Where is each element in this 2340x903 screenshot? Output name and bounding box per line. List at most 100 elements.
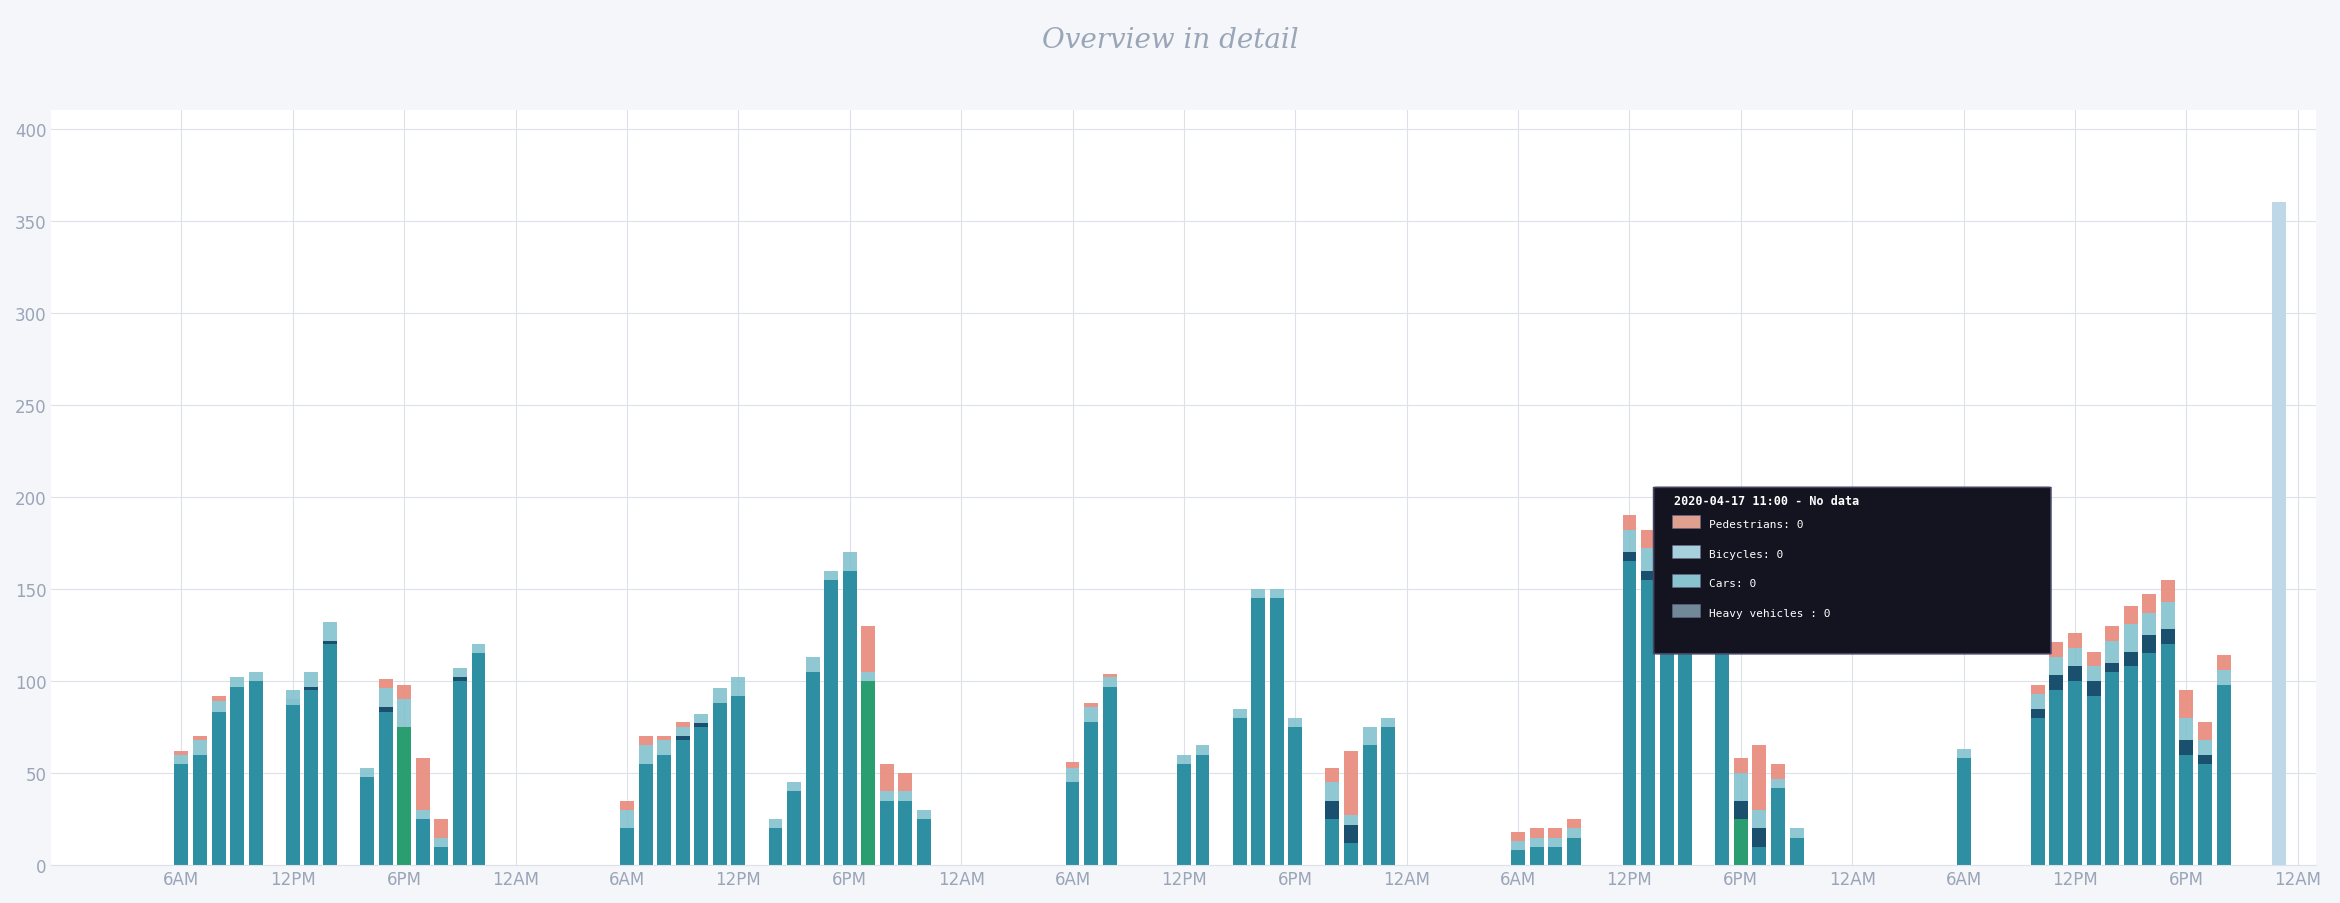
- Bar: [714, 703, 728, 865]
- Bar: [1568, 838, 1582, 865]
- Bar: [1549, 838, 1563, 847]
- Bar: [2125, 666, 2139, 865]
- Bar: [2125, 652, 2139, 666]
- Bar: [2179, 740, 2193, 755]
- Bar: [1343, 815, 1357, 824]
- Bar: [1271, 590, 1285, 599]
- Bar: [2069, 681, 2083, 865]
- Bar: [2069, 666, 2083, 681]
- Bar: [1549, 847, 1563, 865]
- Bar: [842, 553, 856, 571]
- Bar: [2272, 203, 2286, 865]
- Bar: [1622, 516, 1636, 530]
- Text: Pedestrians: 0: Pedestrians: 0: [1708, 520, 1804, 530]
- Text: Cars: 0: Cars: 0: [1708, 579, 1757, 589]
- Bar: [2160, 629, 2174, 645]
- Bar: [1771, 796, 1785, 865]
- Bar: [379, 712, 393, 865]
- Bar: [1659, 574, 1673, 865]
- Bar: [1640, 571, 1654, 580]
- Bar: [1324, 801, 1338, 819]
- Bar: [454, 677, 468, 681]
- Bar: [435, 847, 449, 865]
- Bar: [2143, 613, 2155, 636]
- Bar: [2179, 755, 2193, 865]
- Bar: [1289, 727, 1303, 865]
- Bar: [2031, 694, 2045, 709]
- Bar: [1568, 819, 1582, 828]
- Bar: [2160, 645, 2174, 865]
- Bar: [360, 768, 374, 777]
- Bar: [2031, 718, 2045, 865]
- Bar: [1734, 759, 1748, 773]
- Bar: [1252, 590, 1266, 599]
- Bar: [714, 689, 728, 703]
- Bar: [2160, 602, 2174, 629]
- Bar: [1233, 718, 1247, 865]
- Bar: [1771, 764, 1785, 778]
- Bar: [379, 679, 393, 689]
- Bar: [1196, 746, 1210, 755]
- Bar: [1622, 562, 1636, 865]
- Bar: [768, 819, 782, 828]
- Bar: [248, 672, 262, 681]
- Bar: [2216, 670, 2230, 685]
- Bar: [805, 672, 819, 865]
- Text: Overview in detail: Overview in detail: [1041, 27, 1299, 54]
- Bar: [1065, 762, 1079, 768]
- Bar: [1715, 562, 1729, 576]
- Bar: [2179, 691, 2193, 718]
- Bar: [1512, 832, 1526, 842]
- Bar: [732, 677, 746, 696]
- Bar: [1324, 768, 1338, 782]
- Bar: [417, 759, 431, 810]
- Bar: [2106, 672, 2120, 865]
- Bar: [1673, 574, 1701, 588]
- Bar: [824, 580, 838, 865]
- Bar: [2197, 764, 2211, 865]
- Bar: [176, 751, 190, 755]
- Bar: [192, 737, 206, 740]
- Bar: [2087, 666, 2101, 681]
- Bar: [676, 737, 690, 740]
- Bar: [1659, 545, 1673, 560]
- Bar: [285, 691, 300, 705]
- Bar: [2069, 648, 2083, 666]
- Bar: [880, 801, 894, 865]
- Bar: [2197, 755, 2211, 764]
- Bar: [676, 727, 690, 737]
- Bar: [1622, 530, 1636, 553]
- Bar: [1640, 530, 1654, 549]
- Bar: [2050, 643, 2064, 657]
- Bar: [454, 681, 468, 865]
- Bar: [1678, 547, 1692, 562]
- Bar: [861, 672, 875, 681]
- Bar: [192, 755, 206, 865]
- Bar: [1362, 746, 1376, 865]
- Bar: [1102, 687, 1116, 865]
- Bar: [1102, 674, 1116, 677]
- Bar: [1177, 755, 1191, 764]
- Bar: [2197, 740, 2211, 755]
- Bar: [1715, 547, 1729, 562]
- Bar: [768, 828, 782, 865]
- Bar: [1673, 545, 1701, 558]
- Bar: [917, 819, 931, 865]
- Bar: [1083, 721, 1097, 865]
- Bar: [1381, 718, 1395, 727]
- Bar: [470, 645, 484, 654]
- Bar: [1065, 768, 1079, 782]
- Bar: [211, 702, 225, 712]
- Bar: [435, 838, 449, 847]
- Bar: [695, 727, 709, 865]
- Bar: [2106, 641, 2120, 663]
- Bar: [176, 755, 190, 764]
- Bar: [1673, 604, 1701, 617]
- Bar: [1678, 562, 1692, 583]
- Bar: [2050, 675, 2064, 691]
- Bar: [917, 810, 931, 819]
- Bar: [786, 782, 800, 792]
- Bar: [658, 740, 672, 755]
- Bar: [861, 681, 875, 865]
- Bar: [2216, 685, 2230, 865]
